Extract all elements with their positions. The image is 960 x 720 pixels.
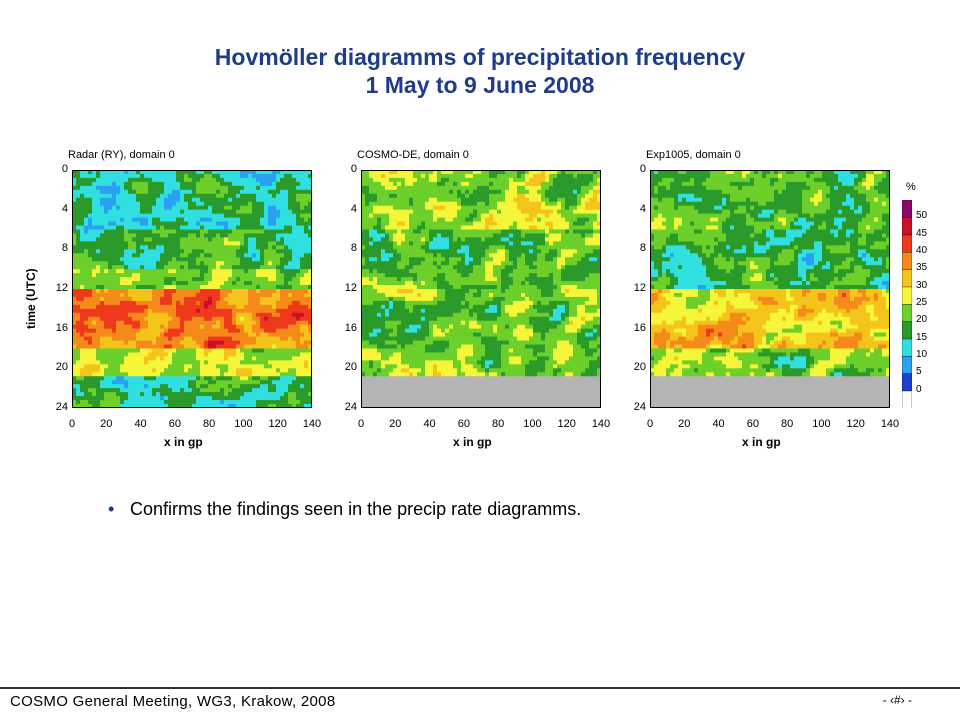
panel-title-1: COSMO-DE, domain 0 [357,149,469,161]
x-tick-label: 100 [234,418,253,430]
colorbar-swatch [902,286,912,305]
page-number: - ‹#› - [882,693,912,707]
x-tick-label: 140 [591,418,611,430]
x-tick-label: 120 [557,418,576,430]
heatmap-plot-2 [650,170,890,408]
x-tick-label: 0 [357,418,365,430]
colorbar-swatch [902,373,912,392]
y-tick-label: 16 [344,321,357,334]
y-tick-label: 12 [55,282,68,294]
colorbar-tick-label: 20 [916,314,928,326]
colorbar-tick-label: 5 [916,366,922,378]
heatmap-plot-0 [72,170,312,408]
x-axis-label: x in gp [164,435,203,449]
y-tick-label: 4 [350,202,357,215]
colorbar-swatch [902,355,912,374]
colorbar-swatch [902,234,912,253]
x-tick-label: 20 [389,418,402,430]
y-tick-label: 4 [639,202,646,215]
colorbar-tick-label: 30 [916,279,928,291]
colorbar-tick-label: 15 [916,331,928,343]
y-tick-label: 20 [344,361,357,374]
x-tick-label: 60 [168,418,181,430]
x-tick-label: 40 [134,418,147,430]
y-tick-label: 0 [639,163,646,175]
colorbar-tick-label: 25 [916,297,928,308]
footer-text: COSMO General Meeting, WG3, Krakow, 2008 [10,693,336,710]
slide-title-line1: Hovmöller diagramms of precipitation fre… [214,44,746,70]
colorbar-swatch [902,338,912,357]
x-tick-label: 60 [746,418,759,430]
x-tick-label: 20 [100,418,113,430]
colorbar-swatch [902,303,912,322]
x-tick-label: 40 [423,418,436,430]
bullet-marker: • [108,499,115,519]
x-tick-label: 80 [492,418,505,430]
x-axis-label: x in gp [453,435,492,449]
x-tick-label: 120 [846,418,865,430]
colorbar-tick-label: 35 [916,262,928,274]
colorbar-swatch [902,251,912,270]
y-tick-label: 8 [61,242,68,255]
y-tick-label: 24 [344,401,357,413]
y-tick-label: 16 [633,321,646,334]
colorbar-tick-label: 0 [916,383,922,395]
footer-divider [0,687,960,689]
x-tick-label: 60 [457,418,470,430]
y-tick-label: 16 [55,321,68,334]
x-tick-label: 80 [203,418,216,430]
colorbar-tick-label: 10 [916,349,928,360]
x-tick-label: 100 [523,418,542,430]
panel-title-2: Exp1005, domain 0 [646,149,741,161]
x-axis-label: x in gp [742,435,781,449]
x-tick-label: 20 [678,418,691,430]
y-tick-label: 12 [633,282,646,294]
x-tick-label: 120 [268,418,287,430]
y-tick-label: 8 [639,242,646,255]
colorbar-swatch [902,321,912,340]
x-tick-label: 140 [302,418,322,430]
x-tick-label: 80 [781,418,794,430]
x-tick-label: 0 [68,418,76,430]
x-tick-label: 140 [880,418,900,430]
colorbar-swatch [902,269,912,288]
colorbar-tick-label: 40 [916,245,928,256]
panel-title-0: Radar (RY), domain 0 [68,149,175,161]
colorbar-scale [902,200,912,408]
y-axis-label: time (UTC) [24,268,38,329]
y-tick-label: 0 [350,163,357,175]
y-tick-label: 12 [344,282,357,294]
y-tick-label: 20 [633,361,646,374]
y-tick-label: 8 [350,242,357,255]
colorbar-unit-label: % [906,181,916,193]
colorbar-swatch [902,390,912,408]
y-tick-label: 24 [55,401,68,413]
y-tick-label: 24 [633,401,646,413]
x-tick-label: 0 [646,418,654,430]
y-tick-label: 0 [61,163,68,175]
y-tick-label: 20 [55,361,68,374]
colorbar-swatch [902,200,912,218]
x-tick-label: 100 [812,418,831,430]
bullet-text: Confirms the findings seen in the precip… [130,499,582,519]
slide-title-line2: 1 May to 9 June 2008 [365,72,595,98]
colorbar-tick-label: 45 [916,227,928,239]
y-tick-label: 4 [61,202,68,215]
colorbar-swatch [902,217,912,236]
x-tick-label: 40 [712,418,725,430]
colorbar-tick-label: 50 [916,210,928,222]
heatmap-plot-1 [361,170,601,408]
